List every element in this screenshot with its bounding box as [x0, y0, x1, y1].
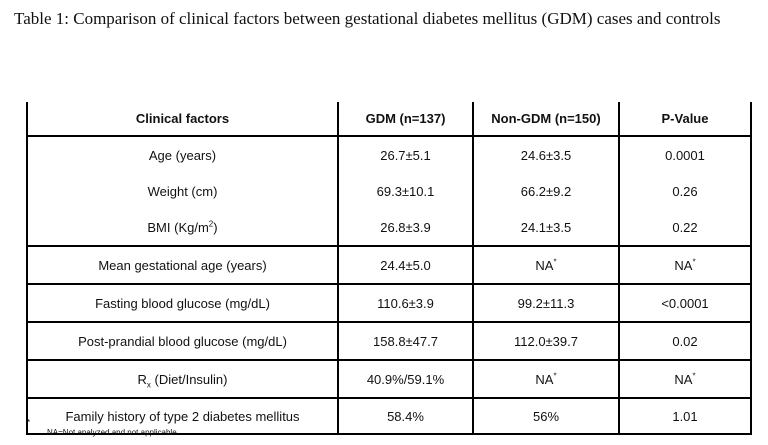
factor-cell: Mean gestational age (years) [28, 246, 339, 285]
gdm-cell: 158.8±47.7 [338, 322, 474, 361]
table-caption: Table 1: Comparison of clinical factors … [14, 9, 721, 28]
gdm-cell: 58.4% [338, 398, 474, 435]
non-gdm-cell: 24.1±3.5 [473, 209, 620, 247]
table-row-bmi: BMI (Kg/m2) 26.8±3.9 24.1±3.5 0.22 [28, 209, 750, 247]
na-text: NA [535, 257, 554, 273]
header-gdm: GDM (n=137) [338, 102, 474, 137]
factor-text-suffix: ) [213, 219, 218, 235]
factor-cell: Weight (cm) [28, 173, 339, 209]
factor-text: BMI (Kg/m [147, 219, 209, 235]
gdm-cell: 40.9%/59.1% [338, 360, 474, 399]
p-value-cell: 0.22 [619, 209, 750, 247]
p-value-cell: 0.02 [619, 322, 750, 361]
gdm-cell: 24.4±5.0 [338, 246, 474, 285]
na-text: NA [535, 371, 554, 387]
subscript: x [146, 380, 151, 390]
asterisk-marker: * [692, 371, 696, 381]
header-p-value: P-Value [619, 102, 750, 137]
factor-cell: Family history of type 2 diabetes mellit… [28, 398, 339, 435]
factor-cell: Age (years) [28, 136, 339, 173]
p-value-cell: 0.0001 [665, 147, 705, 163]
footnote-marker: * [27, 418, 31, 427]
gdm-cell: 110.6±3.9 [338, 284, 474, 323]
p-value-cell: NA* [619, 246, 750, 285]
p-value-cell: 0.26 [672, 183, 698, 199]
table-row-rx: Rx (Diet/Insulin) 40.9%/59.1% NA* NA* [28, 360, 750, 399]
p-value-cell: NA* [619, 360, 750, 399]
factor-cell: Post-prandial blood glucose (mg/dL) [28, 322, 339, 361]
na-text: NA [674, 371, 693, 387]
clinical-factors-table: Clinical factors GDM (n=137) Non-GDM (n=… [26, 102, 752, 435]
table-row-family-history: Family history of type 2 diabetes mellit… [28, 398, 750, 435]
superscript: 2 [208, 219, 214, 229]
table-row-age: Age (years) 26.7±5.1 24.6±3.5 0.0001 [28, 136, 750, 173]
p-value-cell: 1.01 [619, 398, 750, 435]
na-text: NA [674, 257, 693, 273]
gdm-cell: 26.8±3.9 [338, 209, 474, 247]
non-gdm-cell: NA* [473, 246, 620, 285]
factor-cell: Rx (Diet/Insulin) [28, 360, 339, 399]
table-row-gestational-age: Mean gestational age (years) 24.4±5.0 NA… [28, 246, 750, 285]
factor-text: R [137, 371, 147, 387]
table-row-fasting-glucose: Fasting blood glucose (mg/dL) 110.6±3.9 … [28, 284, 750, 323]
asterisk-marker: * [553, 371, 557, 381]
gdm-cell: 26.7±5.1 [338, 136, 474, 173]
non-gdm-cell: 112.0±39.7 [473, 322, 620, 361]
non-gdm-cell: 99.2±11.3 [473, 284, 620, 323]
gdm-cell: 69.3±10.1 [338, 173, 474, 209]
footnote-text: NA=Not analyzed and not applicable [47, 428, 177, 437]
table-row-weight: Weight (cm) 69.3±10.1 66.2±9.2 0.26 [28, 173, 750, 209]
non-gdm-cell: 56% [473, 398, 620, 435]
table-header-row: Clinical factors GDM (n=137) Non-GDM (n=… [28, 102, 750, 137]
non-gdm-cell: NA* [473, 360, 620, 399]
factor-cell: Fasting blood glucose (mg/dL) [28, 284, 339, 323]
header-clinical-factors: Clinical factors [28, 102, 339, 137]
asterisk-marker: * [553, 257, 557, 267]
factor-text-suffix: (Diet/Insulin) [150, 371, 228, 387]
factor-cell: BMI (Kg/m2) [28, 209, 339, 247]
p-value-cell: <0.0001 [619, 284, 750, 323]
non-gdm-cell: 66.2±9.2 [473, 173, 620, 209]
header-non-gdm: Non-GDM (n=150) [473, 102, 620, 137]
asterisk-marker: * [692, 257, 696, 267]
non-gdm-cell: 24.6±3.5 [473, 136, 620, 173]
table-row-postprandial-glucose: Post-prandial blood glucose (mg/dL) 158.… [28, 322, 750, 361]
